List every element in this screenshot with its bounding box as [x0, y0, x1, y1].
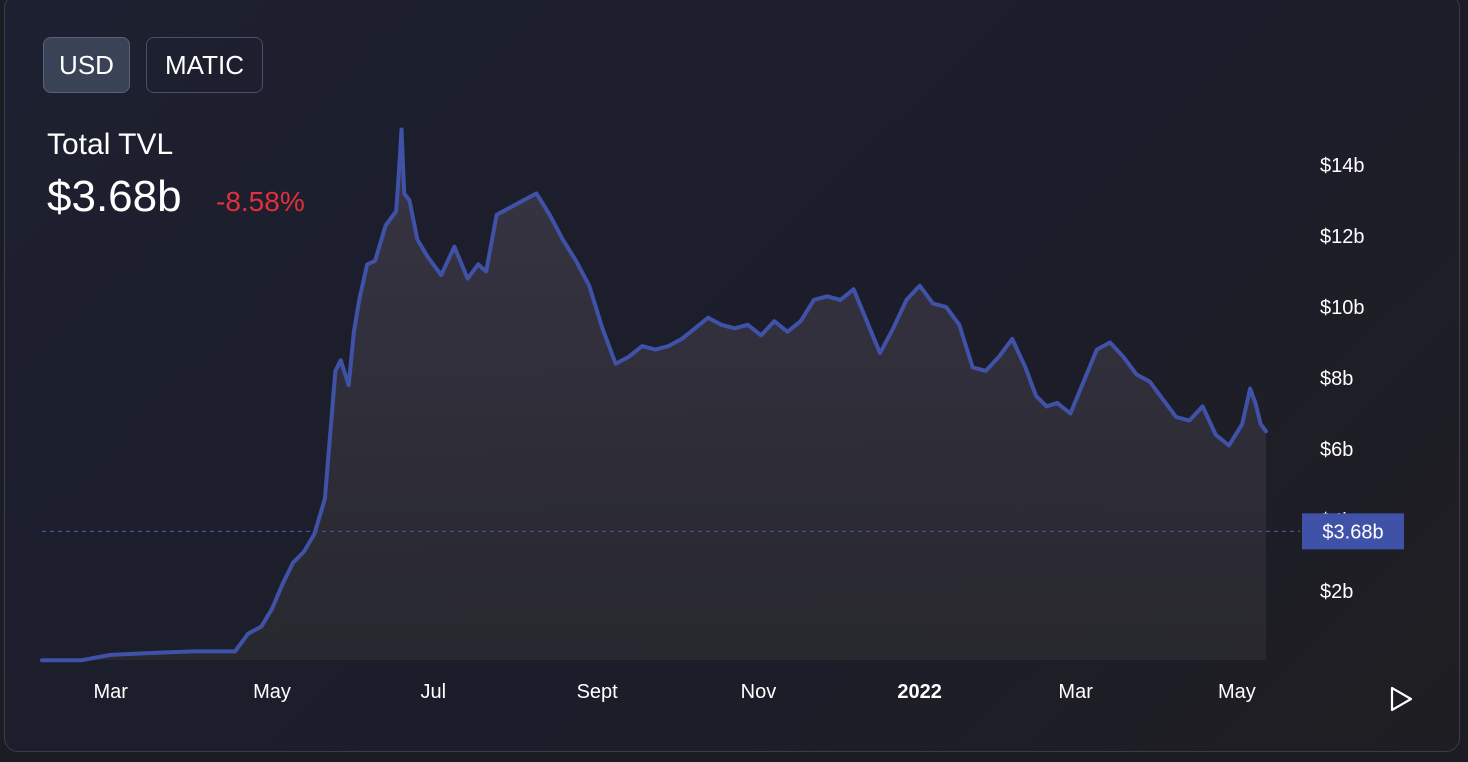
- x-tick-label: May: [1218, 681, 1256, 703]
- x-tick-label: Nov: [741, 681, 777, 703]
- y-tick-label: $14b: [1320, 155, 1365, 177]
- x-tick-label: Jul: [420, 681, 446, 703]
- usd-toggle-button[interactable]: USD: [43, 37, 130, 93]
- y-tick-label: $6b: [1320, 439, 1353, 461]
- current-value-tag: [1302, 513, 1404, 550]
- tvl-area-fill: [42, 129, 1266, 661]
- y-tick-label: $2b: [1320, 581, 1353, 603]
- x-tick-label: 2022: [897, 681, 942, 703]
- x-tick-label: Mar: [1058, 681, 1093, 703]
- x-tick-label: May: [253, 681, 291, 703]
- play-icon[interactable]: [1388, 686, 1414, 712]
- current-tvl-value: $3.68b: [47, 172, 182, 221]
- y-tick-label: $10b: [1320, 297, 1365, 319]
- x-axis: Mar May Jul Sept Nov 2022 Mar May: [94, 681, 1256, 703]
- tvl-series-line: [40, 127, 1268, 663]
- y-tick-label: $8b: [1320, 368, 1353, 390]
- chart-title: Total TVL: [47, 128, 174, 161]
- x-tick-label: Mar: [94, 681, 129, 703]
- y-tick-label: $12b: [1320, 226, 1365, 248]
- matic-toggle-button[interactable]: MATIC: [146, 37, 263, 93]
- current-value-tag-label: $3.68b: [1322, 521, 1383, 543]
- x-tick-label: Sept: [577, 681, 619, 703]
- tvl-change-percent: -8.58%: [216, 186, 305, 217]
- current-value-marker: $3.68b: [42, 513, 1404, 550]
